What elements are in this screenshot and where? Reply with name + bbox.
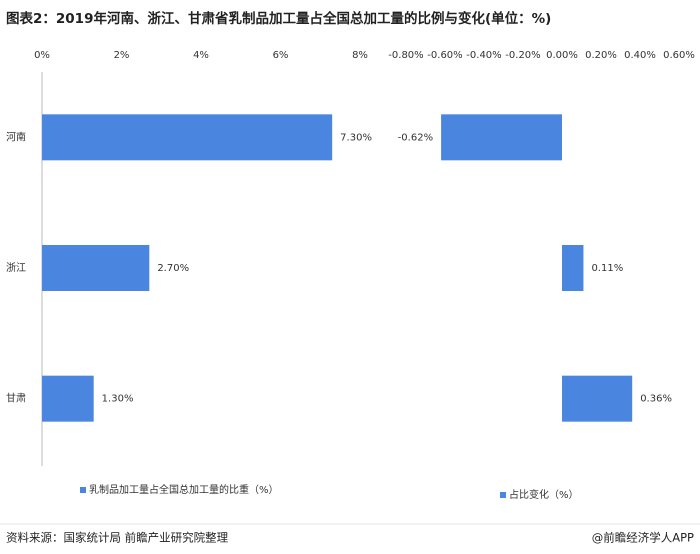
x-tick-label: 6%	[273, 50, 289, 61]
value-label: 1.30%	[102, 394, 134, 405]
legend-label: 乳制品加工量占全国总加工量的比重（%）	[89, 483, 279, 496]
x-tick-label: 8%	[352, 50, 368, 61]
value-label: -0.62%	[398, 132, 433, 143]
x-tick-label: 0.00%	[546, 50, 578, 61]
bar	[562, 245, 584, 291]
value-label: 0.11%	[591, 263, 623, 274]
legend-swatch	[500, 492, 506, 498]
x-tick-label: 0.20%	[585, 50, 617, 61]
source: 资料来源：国家统计局 前瞻产业研究院整理	[6, 531, 229, 545]
credit: @前瞻经济学人APP	[592, 531, 694, 545]
legend-swatch	[80, 487, 86, 493]
bar	[441, 114, 562, 161]
bar	[42, 375, 94, 422]
x-tick-label: 0%	[34, 50, 50, 61]
x-tick-label: 2%	[114, 50, 130, 61]
x-tick-label: 4%	[193, 50, 209, 61]
chart-title: 图表2：2019年河南、浙江、甘肃省乳制品加工量占全国总加工量的比例与变化(单位…	[6, 10, 551, 27]
x-tick-label: 0.60%	[663, 50, 695, 61]
bar	[42, 114, 333, 161]
value-label: 0.36%	[640, 394, 672, 405]
x-tick-label: -0.40%	[466, 50, 501, 61]
x-tick-label: -0.60%	[427, 50, 462, 61]
x-tick-label: -0.20%	[505, 50, 540, 61]
y-tick-label: 浙江	[6, 262, 26, 274]
y-tick-label: 甘肃	[6, 392, 26, 405]
value-label: 7.30%	[340, 132, 372, 143]
legend-label: 占比变化（%）	[509, 488, 579, 501]
value-label: 2.70%	[157, 263, 189, 274]
y-tick-label: 河南	[6, 130, 26, 143]
x-tick-label: -0.80%	[388, 50, 423, 61]
x-tick-label: 0.40%	[624, 50, 656, 61]
bar	[42, 245, 150, 291]
bar	[562, 375, 633, 422]
